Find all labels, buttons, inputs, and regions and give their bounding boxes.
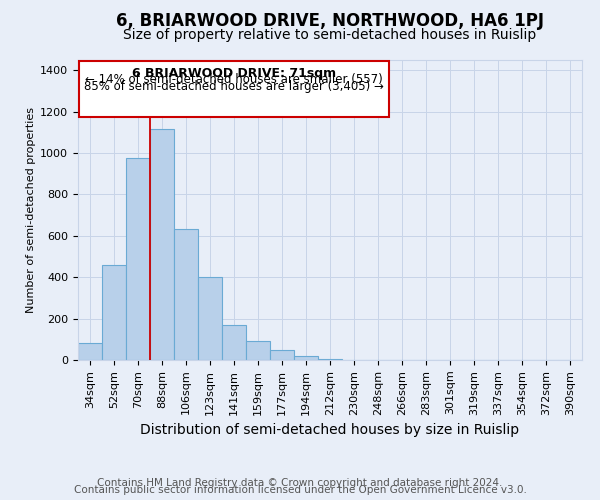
Bar xyxy=(102,265,126,360)
Bar xyxy=(79,61,389,117)
X-axis label: Distribution of semi-detached houses by size in Ruislip: Distribution of semi-detached houses by … xyxy=(140,423,520,437)
Bar xyxy=(150,130,174,360)
Text: ← 14% of semi-detached houses are smaller (557): ← 14% of semi-detached houses are smalle… xyxy=(85,74,383,86)
Bar xyxy=(174,228,198,360)
Text: Contains public sector information licensed under the Open Government Licence v3: Contains public sector information licen… xyxy=(74,485,526,495)
Text: 6 BRIARWOOD DRIVE: 71sqm: 6 BRIARWOOD DRIVE: 71sqm xyxy=(132,66,336,80)
Text: 85% of semi-detached houses are larger (3,405) →: 85% of semi-detached houses are larger (… xyxy=(84,80,384,92)
Bar xyxy=(222,325,246,360)
Text: Contains HM Land Registry data © Crown copyright and database right 2024.: Contains HM Land Registry data © Crown c… xyxy=(97,478,503,488)
Text: 6, BRIARWOOD DRIVE, NORTHWOOD, HA6 1PJ: 6, BRIARWOOD DRIVE, NORTHWOOD, HA6 1PJ xyxy=(116,12,544,30)
Bar xyxy=(78,344,102,360)
Bar xyxy=(294,356,318,360)
Text: Size of property relative to semi-detached houses in Ruislip: Size of property relative to semi-detach… xyxy=(124,28,536,42)
Bar xyxy=(318,359,342,360)
Bar xyxy=(198,277,222,360)
Bar xyxy=(246,342,270,360)
Bar xyxy=(126,158,150,360)
Bar xyxy=(270,350,294,360)
Y-axis label: Number of semi-detached properties: Number of semi-detached properties xyxy=(26,107,36,313)
